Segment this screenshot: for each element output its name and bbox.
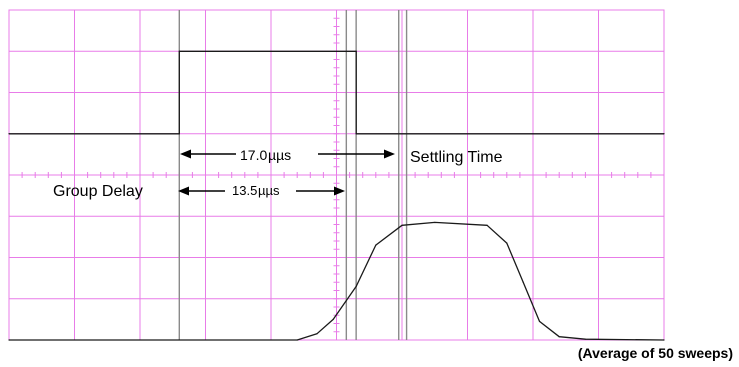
trace-1-point <box>663 133 665 135</box>
trace-1 <box>9 50 664 135</box>
trace-2-point <box>355 285 357 287</box>
trace-2-point <box>332 318 334 320</box>
trace-2-point <box>522 281 524 283</box>
group-delay-unit: µµs <box>258 183 280 198</box>
trace-1-point <box>178 133 180 135</box>
trace-2-point <box>401 224 403 226</box>
trace-1-point <box>355 50 357 52</box>
trace-2-point <box>506 242 508 244</box>
trace-lines <box>8 50 665 341</box>
settling-time-annotation: 17.0 µµs Settling Time <box>180 147 503 166</box>
trace-2-point <box>486 224 488 226</box>
trace-2-point <box>538 320 541 323</box>
footnote: (Average of 50 sweeps) <box>578 345 733 361</box>
trace-1-point <box>355 133 357 135</box>
trace-2-point <box>663 339 665 341</box>
group-arrowhead-right <box>334 186 345 196</box>
group-arrowhead-left <box>178 186 189 196</box>
trace-1-point <box>8 133 10 135</box>
trace-2-point <box>8 339 10 341</box>
group-delay-annotation: Group Delay 13.5 µµs <box>53 183 345 200</box>
trace-1-point <box>178 50 180 52</box>
group-delay-label: Group Delay <box>53 183 143 200</box>
trace-2-point <box>584 338 587 340</box>
settling-time-label: Settling Time <box>410 149 503 166</box>
settling-time-unit: µµs <box>268 147 291 163</box>
group-delay-value: 13.5 <box>232 183 257 198</box>
trace-2-point <box>296 339 298 341</box>
trace-2-point <box>558 336 560 338</box>
trace-2-point <box>434 221 436 224</box>
settling-arrowhead-left <box>180 149 191 159</box>
settling-time-value: 17.0 <box>240 147 267 163</box>
settling-arrowhead-right <box>384 149 395 159</box>
trace-2-point <box>375 244 377 246</box>
graticule-grid <box>8 9 665 341</box>
trace-2-point <box>316 333 318 335</box>
